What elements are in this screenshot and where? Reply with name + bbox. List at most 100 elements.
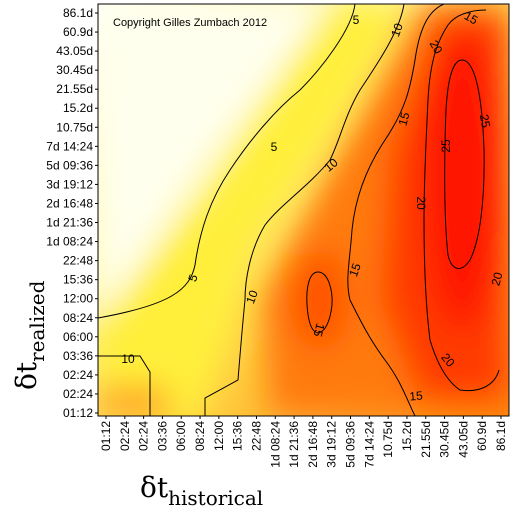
contour-label: 25 xyxy=(477,113,493,129)
svg-text:δthistorical: δthistorical xyxy=(140,471,263,510)
contour-label: 5 xyxy=(185,272,201,283)
contour-10-lower xyxy=(98,355,151,416)
y-axis: 86.1d 60.9d 43.05d 30.45d 21.55d 15.2d 10.75d 7… xyxy=(46,6,98,420)
y-tick-label: 22:48 xyxy=(63,254,93,268)
contour-label: 15 xyxy=(346,261,364,279)
y-tick-label: 3d 19:12 xyxy=(46,177,93,191)
y-axis-title-sub: realized xyxy=(25,280,49,361)
x-tick-label: 5d 09:36 xyxy=(344,421,358,468)
x-axis-title-sub: historical xyxy=(168,486,263,510)
svg-text:δtrealized: δtrealized xyxy=(10,280,49,390)
contour-label-group: 15 xyxy=(346,261,364,279)
contour-lines xyxy=(98,4,500,416)
x-tick-label: 12:00 xyxy=(212,421,226,451)
y-tick-label: 08:24 xyxy=(63,311,93,325)
y-tick-label: 7d 14:24 xyxy=(46,139,93,153)
contour-25 xyxy=(444,59,485,269)
y-tick-label: 5d 09:36 xyxy=(46,158,93,172)
copyright-text: Copyright Gilles Zumbach 2012 xyxy=(113,17,267,29)
x-tick-label: 86.1d xyxy=(494,421,508,451)
y-tick-label: 60.9d xyxy=(63,25,93,39)
x-axis-title: δthistorical xyxy=(140,471,263,510)
contour-label-group: 20 xyxy=(427,38,446,57)
y-axis-title-main: δt xyxy=(10,361,43,390)
x-tick-label: 01:12 xyxy=(99,421,113,451)
x-tick-label: 21.55d xyxy=(419,421,433,458)
contour-label-group: 20 xyxy=(438,350,458,369)
contour-label: 10 xyxy=(243,288,261,306)
x-tick-label: 3d 19:12 xyxy=(325,421,339,468)
plot-area: 5 5 5 10 10 10 10 15 15 15 15 15 20 20 20 20 25 25 Copyri… xyxy=(97,3,510,417)
x-axis: 01:12 02:24 02:24 03:36 06:00 08:24 12:00 15:36… xyxy=(99,416,508,468)
x-tick-label: 08:24 xyxy=(193,421,207,451)
contour-label: 15 xyxy=(310,322,327,339)
y-tick-label: 2d 16:48 xyxy=(46,196,93,210)
contour-label: 20 xyxy=(414,196,428,210)
y-tick-label: 03:36 xyxy=(63,349,93,363)
contour-10-upper xyxy=(204,4,405,416)
x-tick-label: 10.75d xyxy=(381,421,395,458)
contour-label: 5 xyxy=(271,140,278,154)
x-tick-label: 06:00 xyxy=(174,421,188,451)
y-tick-label: 06:00 xyxy=(63,330,93,344)
plot-frame xyxy=(97,3,510,417)
y-tick-label: 30.45d xyxy=(56,63,93,77)
contour-20 xyxy=(423,9,500,392)
contour-label-group: 10 xyxy=(121,352,135,366)
x-tick-label: 22:48 xyxy=(249,421,263,451)
y-tick-label: 1d 21:36 xyxy=(46,216,93,230)
contour-label-group: 5 xyxy=(353,13,360,27)
contour-label: 25 xyxy=(439,139,453,153)
x-tick-label: 7d 14:24 xyxy=(362,421,376,468)
contour-label-group: 20 xyxy=(489,270,506,287)
heatmap-color-field xyxy=(98,4,509,416)
contour-label-group: 20 xyxy=(414,196,428,210)
y-tick-label: 12:00 xyxy=(63,292,93,306)
contour-label: 20 xyxy=(489,270,506,287)
contour-15 xyxy=(347,4,445,416)
contour-label-group: 15 xyxy=(396,110,413,127)
y-tick-label: 02:24 xyxy=(63,368,93,382)
contour-label-group: 10 xyxy=(243,288,261,306)
contour-5 xyxy=(98,4,356,319)
contour-label: 10 xyxy=(121,352,135,366)
y-tick-label: 1d 08:24 xyxy=(46,235,93,249)
y-tick-label: 86.1d xyxy=(63,6,93,20)
y-tick-label: 02:24 xyxy=(63,387,93,401)
contour-label: 15 xyxy=(462,9,481,28)
contour-label-group: 10 xyxy=(321,155,340,175)
y-axis-title: δtrealized xyxy=(10,280,49,390)
contour-labels: 5 5 5 10 10 10 10 15 15 15 15 15 20 20 20 20 25 25 xyxy=(121,9,506,404)
x-tick-label: 60.9d xyxy=(475,421,489,451)
y-tick-label: 15:36 xyxy=(63,273,93,287)
contour-label: 5 xyxy=(353,13,360,27)
y-tick-label: 01:12 xyxy=(63,406,93,420)
contour-label-group: 25 xyxy=(477,113,493,129)
contour-label: 15 xyxy=(409,388,424,403)
x-tick-label: 02:24 xyxy=(118,421,132,451)
x-tick-label: 02:24 xyxy=(137,421,151,451)
contour-15-island xyxy=(306,271,333,334)
x-tick-label: 1d 08:24 xyxy=(268,421,282,468)
contour-label: 15 xyxy=(396,110,413,127)
contour-label-group: 15 xyxy=(310,322,327,339)
x-tick-label: 15:36 xyxy=(231,421,245,451)
contour-label-group: 15 xyxy=(409,388,424,403)
x-tick-label: 30.45d xyxy=(438,421,452,458)
contour-label-group: 5 xyxy=(185,272,201,283)
contour-label-group: 25 xyxy=(439,139,453,153)
x-tick-label: 2d 16:48 xyxy=(306,421,320,468)
contour-label-group: 10 xyxy=(388,21,406,39)
y-tick-label: 43.05d xyxy=(56,44,93,58)
x-tick-label: 43.05d xyxy=(456,421,470,458)
x-tick-label: 03:36 xyxy=(155,421,169,451)
x-axis-title-main: δt xyxy=(140,471,169,504)
x-tick-label: 15.2d xyxy=(400,421,414,451)
contour-label: 10 xyxy=(388,21,406,39)
y-tick-label: 21.55d xyxy=(56,82,93,96)
y-tick-label: 10.75d xyxy=(56,120,93,134)
y-tick-label: 15.2d xyxy=(63,101,93,115)
x-tick-label: 1d 21:36 xyxy=(287,421,301,468)
contour-label-group: 5 xyxy=(271,140,278,154)
